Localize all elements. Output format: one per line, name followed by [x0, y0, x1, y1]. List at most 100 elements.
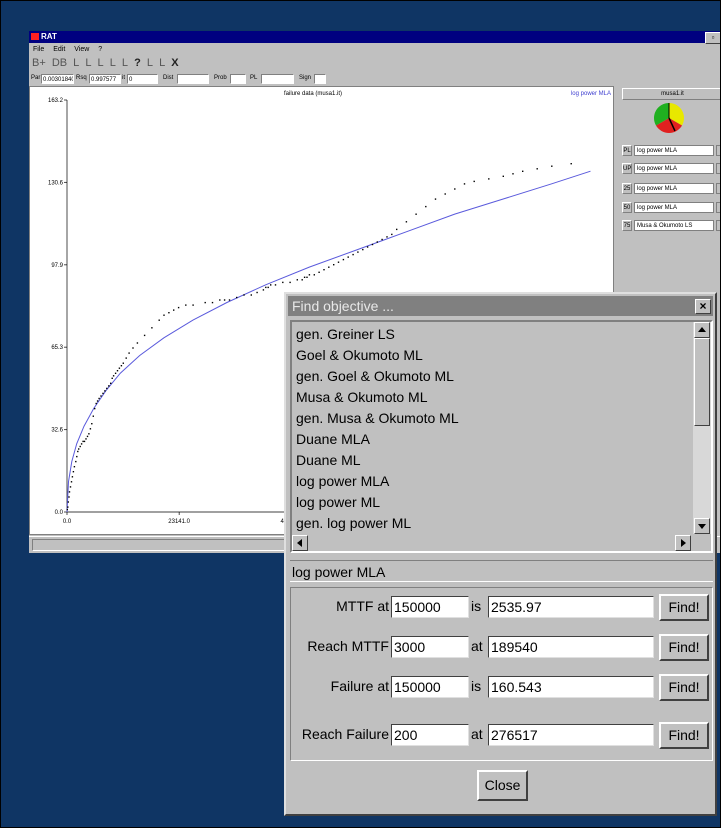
tool-plot-7-icon[interactable]: L [159, 57, 166, 69]
scroll-right-button[interactable] [675, 535, 691, 551]
reach-mttf-row: Reach MTTF 3000 at 189540 Find! [291, 632, 712, 662]
tool-database-icon[interactable]: DB [51, 57, 68, 69]
side-row-pl: PL log power MLA [620, 145, 721, 157]
list-item[interactable]: Musa & Okumoto ML [296, 389, 428, 405]
list-item[interactable]: gen. log power ML [296, 515, 412, 531]
data-point [104, 390, 106, 392]
list-item[interactable]: Duane ML [296, 452, 361, 468]
y-tick-label: 0.0 [55, 510, 64, 516]
failure-at-label: Failure at [330, 678, 389, 694]
menu-view[interactable]: View [74, 46, 90, 53]
side-model-field[interactable]: log power MLA [634, 145, 714, 156]
dist-label: Dist [163, 75, 174, 81]
scroll-down-button[interactable] [694, 518, 710, 534]
data-point [77, 450, 79, 453]
data-point [454, 188, 456, 190]
list-item[interactable]: Duane MLA [296, 431, 370, 447]
par-label: Par [31, 75, 41, 81]
menu-file[interactable]: File [33, 46, 45, 53]
tool-plot-5-icon[interactable]: L [121, 57, 129, 69]
data-point [362, 248, 364, 251]
scroll-left-button[interactable] [292, 535, 308, 551]
tool-plot-1-icon[interactable]: L [73, 57, 80, 69]
list-item[interactable]: gen. Musa & Okumoto ML [296, 410, 459, 426]
side-row-button[interactable] [716, 220, 721, 231]
find-reach-failure-button[interactable]: Find! [659, 722, 709, 749]
dialog-close-icon[interactable]: × [695, 299, 711, 314]
pl-field[interactable] [261, 74, 294, 84]
data-points [66, 163, 572, 511]
tool-plot-3-icon[interactable]: L [97, 57, 104, 69]
tool-open-icon[interactable]: B+ [32, 57, 46, 69]
mttf-at-input[interactable]: 150000 [391, 596, 469, 618]
list-item[interactable]: gen. Greiner LS [296, 326, 395, 342]
data-point [132, 347, 134, 349]
restore-window-icon[interactable]: ▫ [705, 32, 721, 44]
side-row-button[interactable] [716, 163, 721, 174]
prob-field[interactable] [230, 74, 246, 84]
side-tag: UP [622, 163, 632, 174]
reach-failure-input[interactable]: 200 [391, 724, 469, 746]
tool-plot-2-icon[interactable]: L [85, 57, 92, 69]
it-field[interactable]: 0 [127, 74, 158, 84]
side-model-field[interactable]: log power MLA [634, 202, 714, 213]
reach-failure-output[interactable]: 276517 [488, 724, 654, 746]
data-point [89, 428, 92, 430]
tool-plot-4-icon[interactable]: L [109, 57, 116, 69]
data-point [128, 352, 130, 354]
data-point [347, 256, 349, 258]
list-item[interactable]: log power MLA [296, 473, 390, 489]
mttf-at-output[interactable]: 2535.97 [488, 596, 654, 618]
horizontal-scrollbar[interactable] [292, 534, 693, 551]
par-field[interactable]: 0.00301840 [41, 74, 74, 84]
data-point [73, 466, 76, 468]
tool-plot-6-icon[interactable]: L [146, 57, 154, 69]
list-item[interactable]: gen. Goel & Okumoto ML [296, 368, 454, 384]
scroll-up-button[interactable] [694, 322, 710, 338]
close-button[interactable]: Close [477, 770, 528, 801]
data-point [95, 402, 97, 405]
reach-mttf-input[interactable]: 3000 [391, 636, 469, 658]
data-point [85, 438, 87, 440]
failure-at-input[interactable]: 150000 [391, 676, 469, 698]
side-model-field[interactable]: Musa & Okumoto LS [634, 220, 714, 231]
side-row-up: UP log power MLA [620, 163, 721, 175]
data-point [211, 301, 214, 304]
side-row-button[interactable] [716, 145, 721, 156]
menu-bar: File Edit View ? [29, 44, 105, 55]
tool-help-icon[interactable]: ? [134, 57, 141, 69]
side-row-button[interactable] [716, 183, 721, 194]
pie-slice-yellow [669, 103, 685, 126]
failure-at-output[interactable]: 160.543 [488, 676, 654, 698]
data-point [177, 306, 180, 309]
sign-field[interactable] [314, 74, 326, 84]
find-mttf-button[interactable]: Find! [659, 594, 709, 621]
side-model-field[interactable]: log power MLA [634, 163, 714, 174]
find-reach-mttf-button[interactable]: Find! [659, 634, 709, 661]
side-model-field[interactable]: log power MLA [634, 183, 714, 194]
model-list[interactable]: gen. Greiner LS Goel & Okumoto ML gen. G… [290, 320, 713, 553]
dist-field[interactable] [177, 74, 209, 84]
find-failure-button[interactable]: Find! [659, 674, 709, 701]
side-row-50: 50 log power MLA [620, 202, 721, 214]
data-point [192, 304, 194, 306]
list-item[interactable]: log power ML [296, 494, 381, 510]
side-row-button[interactable] [716, 202, 721, 213]
tool-close-icon[interactable]: X [171, 57, 179, 69]
data-point [357, 251, 359, 253]
side-row-25: 25 log power MLA [620, 183, 721, 195]
data-point [371, 243, 374, 246]
rsq-field[interactable]: 0.997577 [89, 74, 121, 84]
data-point [219, 299, 221, 301]
scroll-thumb[interactable] [694, 338, 710, 426]
menu-edit[interactable]: Edit [53, 46, 66, 53]
data-point [173, 309, 175, 311]
list-item[interactable]: Goel & Okumoto ML [296, 347, 423, 363]
reach-failure-row: Reach Failure 200 at 276517 Find! [291, 720, 712, 750]
reach-mttf-output[interactable]: 189540 [488, 636, 654, 658]
side-tag: 50 [622, 202, 632, 213]
menu-help[interactable]: ? [98, 46, 103, 53]
vertical-scrollbar[interactable] [693, 322, 711, 534]
fit-curve [66, 170, 591, 513]
